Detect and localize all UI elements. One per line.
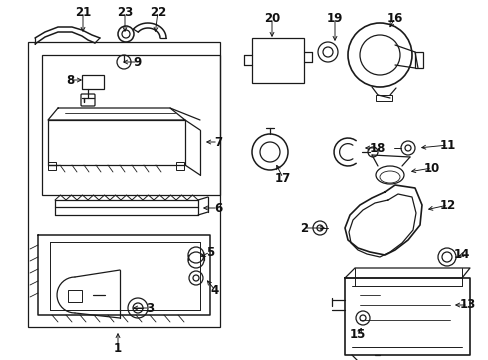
- Text: 7: 7: [214, 135, 222, 149]
- Text: 11: 11: [439, 139, 455, 152]
- Text: 9: 9: [134, 55, 142, 68]
- Text: 13: 13: [459, 298, 475, 311]
- Text: 19: 19: [326, 12, 343, 24]
- Text: 22: 22: [149, 5, 166, 18]
- Bar: [82, 75, 104, 89]
- Text: 23: 23: [117, 5, 133, 18]
- Text: 16: 16: [386, 12, 403, 24]
- Text: 1: 1: [114, 342, 122, 355]
- Bar: [68, 290, 82, 302]
- Text: 14: 14: [453, 248, 469, 261]
- Bar: [414, 52, 422, 68]
- Text: 6: 6: [213, 202, 222, 215]
- Bar: [251, 38, 304, 83]
- Text: 21: 21: [75, 5, 91, 18]
- Bar: [42, 55, 220, 195]
- Bar: [375, 95, 391, 101]
- Text: 17: 17: [274, 171, 290, 185]
- Bar: [28, 42, 220, 327]
- Text: 3: 3: [145, 302, 154, 315]
- Text: 20: 20: [264, 12, 280, 24]
- Text: 5: 5: [205, 246, 214, 258]
- Bar: [48, 162, 56, 170]
- Text: 8: 8: [66, 73, 74, 86]
- Text: 12: 12: [439, 198, 455, 212]
- Bar: [176, 162, 183, 170]
- Text: 10: 10: [423, 162, 439, 175]
- Text: 4: 4: [210, 284, 219, 297]
- Text: 15: 15: [349, 328, 366, 342]
- Text: 2: 2: [299, 221, 307, 234]
- Text: 18: 18: [369, 141, 386, 154]
